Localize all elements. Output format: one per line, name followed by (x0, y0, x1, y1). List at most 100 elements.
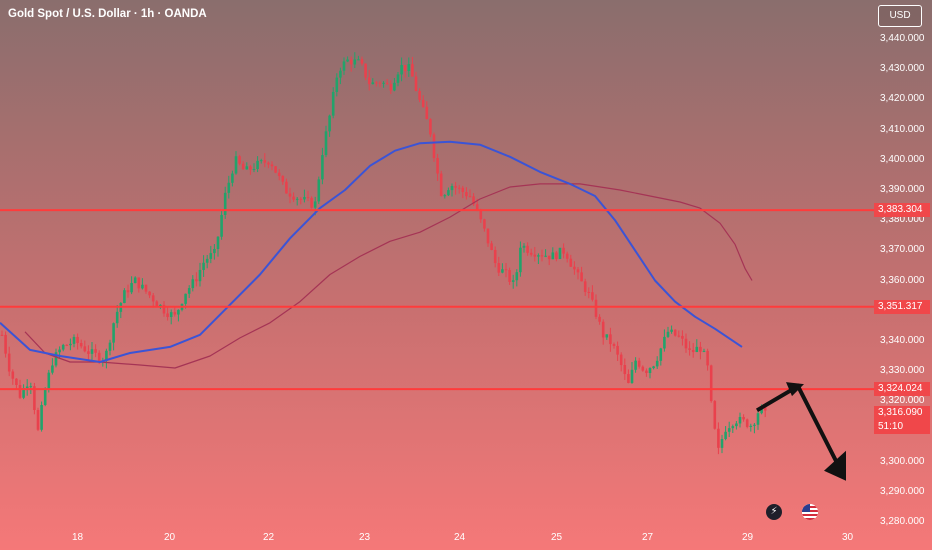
candle-body (591, 292, 594, 300)
candle-body (389, 84, 393, 91)
candle-body (727, 428, 731, 432)
candle-body (414, 76, 418, 91)
candle-body (583, 281, 587, 292)
x-tick-label: 18 (72, 532, 84, 543)
candle-body (749, 425, 753, 427)
candle-body (72, 336, 76, 344)
candle-body (202, 262, 205, 270)
candle-body (83, 346, 87, 352)
candle-body (324, 131, 328, 156)
candle-body (475, 204, 479, 210)
y-tick-label: 3,430.000 (880, 63, 925, 75)
candle-body (259, 160, 263, 162)
candle-body (526, 245, 529, 253)
candle-body (317, 179, 321, 202)
candle-body (645, 370, 648, 374)
candle-body (702, 350, 706, 352)
candle-body (342, 61, 346, 71)
candle-body (569, 258, 573, 267)
level-price-tag: 3,383.304 (874, 203, 930, 218)
candle-body (594, 299, 598, 317)
candle-body (483, 219, 486, 229)
candle-body (360, 59, 364, 64)
x-tick-label: 24 (454, 532, 466, 543)
x-tick-label: 22 (263, 532, 275, 543)
moving-averages-layer (0, 140, 753, 369)
candle-body (515, 272, 519, 281)
candle-body (198, 269, 202, 282)
candle-body (159, 304, 162, 306)
candle-body (173, 312, 177, 315)
candle-body (587, 291, 591, 293)
level-price-tag: 3,351.317 (874, 299, 930, 314)
candle-body (519, 247, 522, 273)
candle-body (216, 236, 220, 249)
candle-body (18, 385, 22, 398)
candle-body (375, 82, 378, 84)
candle-body (378, 82, 382, 84)
candle-body (292, 196, 295, 200)
y-tick-label: 3,340.000 (880, 334, 925, 346)
candle-body (393, 82, 396, 91)
candle-body (706, 350, 709, 366)
candle-body (11, 371, 15, 379)
candle-body (245, 166, 249, 170)
candle-body (29, 386, 33, 388)
projection-arrow-layer (755, 382, 846, 481)
candle-body (7, 353, 11, 372)
candle-body (677, 335, 681, 337)
candle-body (97, 352, 101, 362)
candle-body (724, 431, 727, 440)
candle-body (90, 349, 94, 354)
candle-body (15, 378, 18, 386)
bar-countdown: 51:10 (878, 421, 904, 433)
candle-body (756, 413, 760, 425)
candle-body (371, 82, 375, 85)
candle-body (533, 254, 537, 257)
candle-body (76, 336, 79, 344)
candle-body (407, 64, 411, 72)
candle-body (22, 388, 25, 398)
candle-body (429, 119, 432, 135)
y-tick-label: 3,440.000 (880, 33, 925, 45)
candle-body (493, 249, 497, 264)
y-tick-label: 3,330.000 (880, 365, 925, 377)
candle-body (227, 182, 231, 193)
candle-body (205, 258, 209, 263)
candle-body (673, 329, 677, 336)
candle-body (162, 304, 166, 314)
candle-body (551, 252, 555, 260)
candle-body (313, 201, 317, 208)
candle-body (155, 301, 159, 306)
candle-body (544, 255, 547, 257)
candle-body (277, 172, 281, 176)
lightning-icon[interactable]: ⚡ (766, 504, 782, 520)
candle-body (436, 158, 439, 174)
candle-body (576, 269, 580, 273)
candle-body (367, 77, 371, 85)
candle-body (299, 198, 303, 200)
candle-body (130, 283, 133, 293)
candle-body (47, 372, 51, 390)
candle-body (33, 386, 36, 410)
candle-body (195, 279, 198, 282)
candle-body (616, 345, 619, 355)
currency-button[interactable]: USD (878, 5, 922, 27)
candle-body (681, 335, 684, 339)
candle-body (238, 156, 241, 164)
candle-body (288, 193, 292, 197)
us-flag-icon[interactable] (802, 504, 818, 520)
candle-body (630, 369, 634, 383)
y-tick-label: 3,370.000 (880, 244, 925, 256)
candle-body (598, 316, 601, 322)
candle-body (220, 214, 223, 237)
candle-body (612, 344, 616, 346)
candle-body (720, 439, 724, 448)
candle-body (511, 280, 515, 282)
candle-body (263, 160, 267, 163)
candle-body (43, 389, 47, 406)
candle-body (177, 309, 180, 315)
candles-layer (0, 52, 767, 455)
